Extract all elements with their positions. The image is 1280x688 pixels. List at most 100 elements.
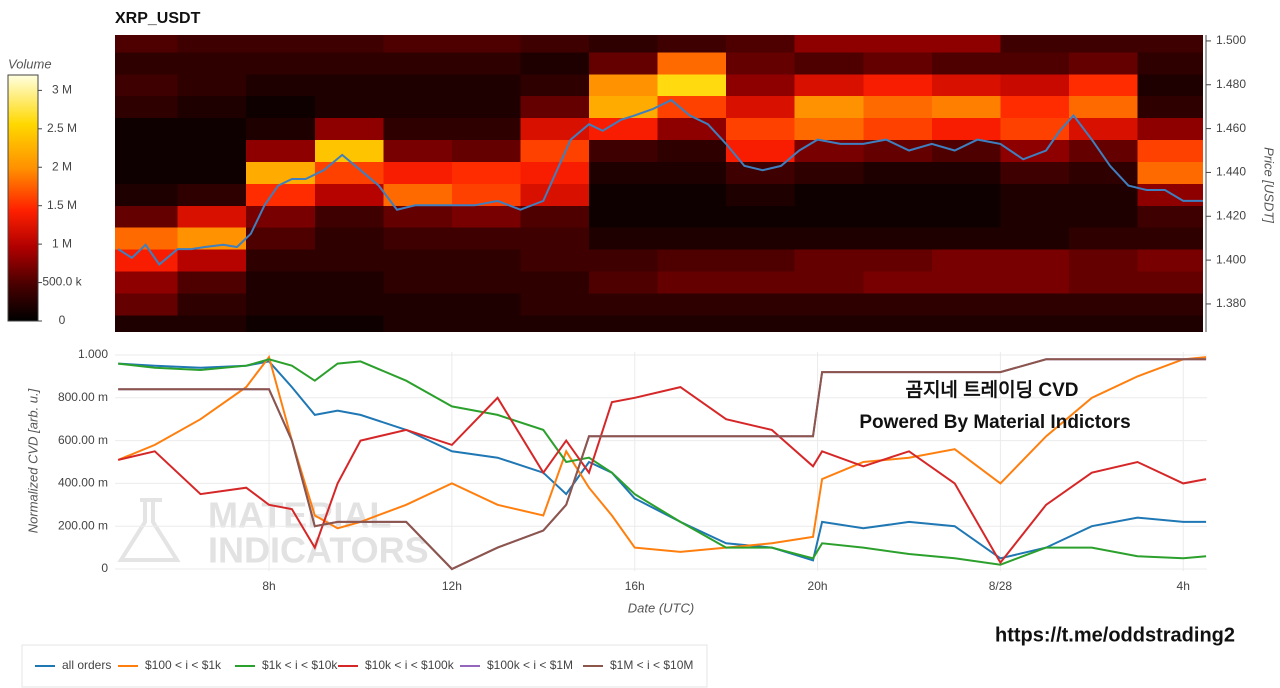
legend-label: all orders [62, 658, 111, 672]
heat-cell [589, 117, 659, 141]
heat-cell [314, 249, 384, 272]
heat-cell [115, 292, 179, 316]
cvd-lines [117, 354, 1207, 571]
heat-cell [115, 227, 179, 250]
heat-cell [657, 139, 727, 162]
heat-cell [863, 249, 933, 272]
heat-cell [115, 35, 179, 53]
heat-cell [726, 292, 796, 316]
heat-cell [314, 205, 384, 228]
heat-cell [115, 183, 179, 206]
heat-cell [520, 95, 590, 119]
heat-cell [794, 292, 864, 316]
heat-cell [383, 35, 453, 53]
heat-cell [383, 271, 453, 294]
heat-cell [863, 161, 933, 184]
heat-cell [657, 249, 727, 272]
heat-cell [314, 35, 384, 53]
heat-cell [246, 73, 316, 97]
heat-cell [314, 227, 384, 250]
heat-cell [726, 95, 796, 119]
heat-cell [520, 249, 590, 272]
heat-cell [520, 51, 590, 75]
heat-cell [451, 292, 521, 316]
heat-cell [794, 314, 864, 332]
heat-cell [314, 73, 384, 97]
heat-cell [863, 227, 933, 250]
annotation: Powered By Material Indictors [859, 412, 1130, 433]
heat-cell [177, 117, 247, 141]
url: https://t.me/oddstrading2 [995, 624, 1235, 646]
x-tick-label: 16h [625, 579, 645, 593]
heat-cell [246, 314, 316, 332]
heat-cell [726, 73, 796, 97]
heat-cell [589, 73, 659, 97]
heat-cell [1068, 183, 1139, 206]
colorbar-tick-label: 1.5 M [47, 198, 77, 212]
heat-cell [589, 139, 659, 162]
heat-cell [1000, 271, 1070, 294]
heat-cell [589, 314, 659, 332]
heat-cell [863, 271, 933, 294]
heat-cell [246, 205, 316, 228]
x-tick-label: 8/28 [989, 579, 1013, 593]
heat-cell [931, 95, 1001, 119]
heat-cell [931, 292, 1001, 316]
heat-cell [657, 35, 727, 53]
heat-cell [451, 249, 521, 272]
heat-cell [115, 51, 179, 75]
heat-cell [177, 205, 247, 228]
heat-cell [451, 161, 521, 184]
heat-cell [726, 271, 796, 294]
heat-cell [657, 161, 727, 184]
y2-tick-label: 1.420 [1216, 208, 1246, 222]
cvd-line [117, 386, 1207, 565]
heat-cell [1068, 249, 1139, 272]
heat-cell [657, 183, 727, 206]
heat-cell [383, 227, 453, 250]
heat-cell [246, 51, 316, 75]
heat-cell [451, 227, 521, 250]
heat-cell [383, 205, 453, 228]
heat-cell [589, 35, 659, 53]
heat-cell [177, 161, 247, 184]
heat-cell [520, 183, 590, 206]
heat-cell [931, 314, 1001, 332]
x-tick-label: 4h [1177, 579, 1190, 593]
heat-cell [1137, 161, 1203, 184]
heat-cell [1137, 205, 1203, 228]
heat-cell [1068, 227, 1139, 250]
y2-tick-label: 1.380 [1216, 296, 1246, 310]
y2-tick-label: 1.480 [1216, 77, 1246, 91]
legend-items: all orders $100 < i < $1k $1k < i < $10k $1… [35, 658, 693, 672]
heat-cell [383, 95, 453, 119]
heat-cell [451, 73, 521, 97]
heat-cell [726, 161, 796, 184]
heat-cell [246, 117, 316, 141]
heat-cell [1068, 73, 1139, 97]
heat-cell [1137, 227, 1203, 250]
heat-cell [589, 95, 659, 119]
heat-cell [726, 139, 796, 162]
x-tick-label: 20h [808, 579, 828, 593]
heat-cell [794, 183, 864, 206]
heat-cell [383, 292, 453, 316]
heat-cell [1068, 51, 1139, 75]
heat-cell [177, 73, 247, 97]
heat-cell [314, 95, 384, 119]
heat-cell [1000, 292, 1070, 316]
y2-tick-label: 1.500 [1216, 33, 1246, 47]
heat-cell [1000, 314, 1070, 332]
heat-cell [177, 51, 247, 75]
heat-cell [177, 183, 247, 206]
cvd-line [118, 358, 1207, 566]
heat-cell [520, 117, 590, 141]
heat-cell [246, 35, 316, 53]
heat-cell [589, 161, 659, 184]
heat-cell [726, 117, 796, 141]
heat-cell [314, 314, 384, 332]
heat-cell [451, 35, 521, 53]
heat-cell [1068, 314, 1139, 332]
heat-cell [589, 205, 659, 228]
heat-cell [115, 95, 179, 119]
